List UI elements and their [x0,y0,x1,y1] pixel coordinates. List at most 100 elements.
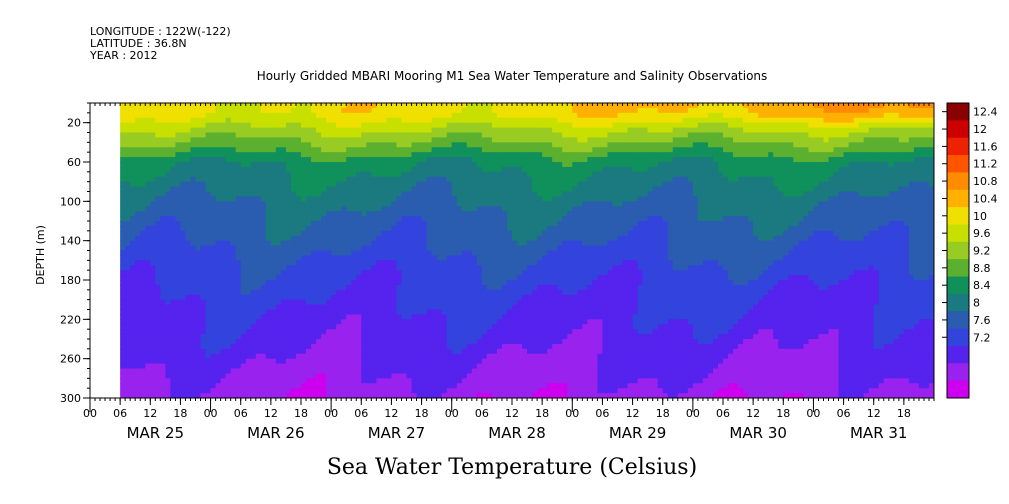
heatmap-cell [316,196,322,202]
heatmap-cell [346,211,352,217]
heatmap-cell [295,240,302,247]
heatmap-cell [240,368,247,375]
heatmap-cell [235,378,242,384]
heatmap-cell [356,299,362,306]
heatmap-cell [245,107,252,114]
heatmap-cell [185,142,192,148]
heatmap-cell [496,157,503,163]
heatmap-cell [205,240,212,247]
heatmap-cell [391,196,398,202]
heatmap-cell [456,393,463,398]
heatmap-cell [160,211,166,217]
heatmap-cell [532,250,538,257]
heatmap-cell [295,103,302,109]
heatmap-cell [426,137,433,143]
heatmap-cell [240,378,247,384]
heatmap-cell [295,107,302,114]
heatmap-cell [506,240,513,247]
heatmap-cell [441,309,448,316]
heatmap-cell [120,348,126,355]
heatmap-cell [160,171,166,178]
heatmap-cell [290,235,297,242]
heatmap-cell [376,117,382,124]
heatmap-cell [396,147,403,153]
heatmap-cell [466,250,473,257]
heatmap-cell [135,230,141,237]
heatmap-cell [295,132,302,139]
heatmap-cell [401,230,408,237]
heatmap-cell [165,216,171,222]
heatmap-cell [265,289,272,296]
heatmap-cell [265,353,272,360]
heatmap-cell [496,284,503,291]
heatmap-cell [220,112,227,119]
heatmap-cell [175,191,182,198]
heatmap-cell [506,103,513,109]
heatmap-cell [321,358,327,365]
heatmap-cell [386,289,393,296]
heatmap-cell [431,250,438,257]
heatmap-cell [220,363,227,370]
heatmap-cell [250,373,257,379]
heatmap-cell [522,235,528,242]
heatmap-cell [326,329,332,335]
heatmap-cell [280,339,287,345]
heatmap-cell [290,196,297,202]
heatmap-cell [416,265,423,271]
heatmap-cell [441,368,448,375]
heatmap-cell [396,122,403,129]
heatmap-cell [240,166,247,173]
heatmap-cell [215,117,222,124]
heatmap-cell [466,358,473,365]
heatmap-cell [230,383,237,389]
heatmap-cell [250,343,257,350]
heatmap-cell [306,284,312,291]
heatmap-cell [165,275,171,281]
heatmap-cell [356,186,362,193]
heatmap-cell [501,142,508,148]
heatmap-cell [125,142,131,148]
heatmap-cell [316,319,322,325]
heatmap-cell [476,127,483,134]
heatmap-cell [145,137,151,143]
heatmap-cell [306,275,312,281]
heatmap-cell [466,137,473,143]
heatmap-cell [180,181,187,188]
heatmap-cell [301,206,307,212]
heatmap-cell [406,221,413,227]
heatmap-cell [195,162,202,168]
heatmap-cell [431,162,438,168]
heatmap-cell [446,225,453,232]
heatmap-cell [496,206,503,212]
heatmap-cell [421,309,428,316]
heatmap-cell [245,166,252,173]
heatmap-cell [225,132,232,139]
heatmap-cell [301,211,307,217]
heatmap-cell [210,260,217,266]
heatmap-cell [185,393,192,398]
heatmap-cell [331,393,337,398]
heatmap-cell [270,280,277,286]
heatmap-cell [170,388,176,394]
heatmap-cell [421,122,428,129]
heatmap-cell [441,103,448,109]
heatmap-cell [235,107,242,114]
heatmap-cell [446,191,453,198]
heatmap-cell [306,299,312,306]
heatmap-cell [200,142,207,148]
heatmap-cell [160,348,166,355]
heatmap-cell [376,162,382,168]
heatmap-cell [250,353,257,360]
heatmap-cell [165,103,171,109]
heatmap-cell [270,368,277,375]
heatmap-cell [426,132,433,139]
heatmap-cell [220,284,227,291]
heatmap-cell [295,166,302,173]
heatmap-cell [255,339,262,345]
heatmap-cell [426,221,433,227]
heatmap-cell [311,142,317,148]
heatmap-cell [336,368,342,375]
heatmap-cell [361,309,367,316]
heatmap-cell [391,309,398,316]
heatmap-cell [532,309,538,316]
